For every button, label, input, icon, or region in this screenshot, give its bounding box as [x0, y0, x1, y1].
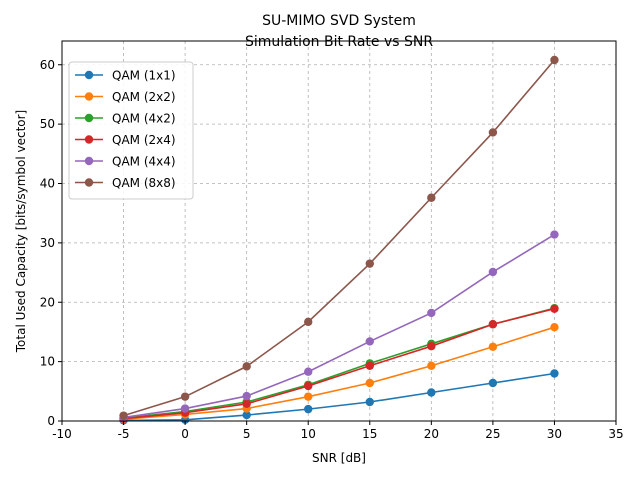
data-point: [488, 267, 498, 277]
chart-title-line-1: SU-MIMO SVD System: [262, 13, 416, 29]
y-tick-label: 50: [40, 117, 55, 131]
series-5: [119, 230, 559, 422]
legend-marker: [84, 70, 94, 80]
x-tick-label: -10: [52, 427, 72, 441]
legend-marker: [84, 156, 94, 166]
plot-frame: [61, 40, 617, 422]
series-line: [123, 372, 555, 422]
legend-marker: [84, 178, 94, 187]
data-point: [365, 361, 374, 370]
data-point: [242, 362, 251, 371]
data-point: [365, 397, 374, 407]
series-line: [123, 308, 555, 420]
y-tick-label: 20: [40, 295, 55, 309]
x-tick-label: 25: [485, 427, 500, 441]
data-point: [427, 341, 436, 351]
data-point: [304, 317, 313, 327]
data-point: [365, 259, 374, 268]
data-point: [304, 367, 313, 376]
data-point: [488, 342, 498, 351]
x-tick-label: -5: [118, 427, 130, 441]
data-point: [427, 388, 436, 397]
y-axis-ticks: 0 10 20 30 40 50 60: [40, 58, 62, 428]
data-point: [427, 308, 436, 318]
series-6: [119, 55, 559, 420]
x-tick-label: 15: [362, 427, 377, 441]
data-point: [180, 404, 190, 413]
x-tick-label: 20: [424, 427, 439, 441]
series-layer: [119, 55, 559, 425]
data-point: [304, 381, 313, 391]
chart-title-line-2: Simulation Bit Rate vs SNR: [245, 34, 433, 50]
data-point: [488, 378, 498, 388]
data-point: [242, 410, 251, 420]
y-axis-label: Total Used Capacity [bits/symbol vector]: [14, 110, 28, 353]
legend-marker: [84, 113, 94, 123]
legend-marker: [84, 92, 94, 101]
x-tick-label: 10: [301, 427, 316, 441]
x-axis-ticks: -10 -5 0 5 10 15 20 25 30 35: [52, 421, 624, 441]
series-line: [123, 59, 556, 417]
data-point: [242, 391, 251, 401]
legend-label: QAM (2x2): [112, 90, 176, 104]
legend-label: QAM (8x8): [112, 176, 176, 190]
legend-marker: [84, 135, 94, 144]
data-point: [550, 304, 559, 313]
data-point: [242, 399, 251, 408]
data-point: [365, 337, 374, 346]
legend-label: QAM (1x1): [112, 69, 176, 83]
data-point: [427, 193, 436, 202]
series-line: [123, 326, 555, 421]
series-1: [119, 369, 559, 425]
y-tick-label: 30: [40, 236, 55, 250]
data-point: [550, 55, 559, 65]
data-point: [488, 128, 498, 137]
data-point: [365, 378, 374, 388]
data-point: [180, 392, 190, 401]
data-point: [550, 369, 559, 378]
y-tick-label: 0: [47, 414, 55, 428]
y-tick-label: 60: [40, 58, 55, 72]
legend-label: QAM (4x4): [112, 155, 176, 169]
data-point: [488, 320, 498, 329]
y-tick-label: 10: [40, 355, 55, 369]
data-point: [550, 322, 559, 332]
series-line: [123, 233, 555, 419]
legend-label: QAM (4x2): [112, 112, 176, 126]
x-axis-label: SNR [dB]: [312, 451, 366, 465]
y-tick-label: 40: [40, 177, 55, 191]
legend: QAM (1x1) QAM (2x2) QAM (4x2) QAM (2x4) QAM …: [68, 61, 194, 200]
x-tick-label: 0: [181, 427, 189, 441]
data-point: [427, 361, 436, 370]
data-point: [304, 404, 313, 414]
x-tick-label: 30: [547, 427, 562, 441]
x-tick-label: 5: [243, 427, 251, 441]
data-point: [550, 230, 559, 239]
data-point: [304, 392, 313, 401]
legend-label: QAM (2x4): [112, 133, 176, 147]
data-point: [119, 411, 128, 420]
x-tick-label: 35: [608, 427, 623, 441]
